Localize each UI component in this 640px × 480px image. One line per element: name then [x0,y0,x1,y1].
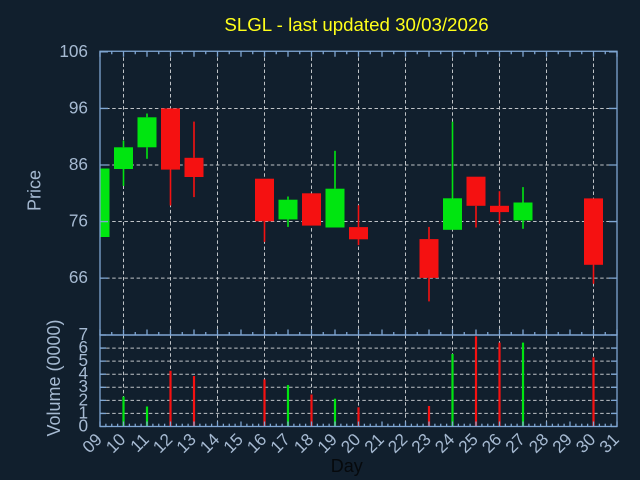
svg-text:5: 5 [78,350,88,370]
svg-text:66: 66 [69,267,88,287]
svg-text:86: 86 [69,154,88,174]
svg-text:2: 2 [78,389,88,409]
svg-text:Volume (0000): Volume (0000) [44,319,64,436]
svg-text:106: 106 [59,41,88,61]
svg-text:1: 1 [78,402,88,422]
svg-text:SLGL - last updated 30/03/2026: SLGL - last updated 30/03/2026 [224,14,488,35]
svg-text:3: 3 [78,376,88,396]
svg-text:Day: Day [331,456,363,476]
svg-text:Price: Price [25,170,45,211]
svg-text:76: 76 [69,211,88,231]
svg-text:0: 0 [78,415,88,435]
svg-text:96: 96 [69,97,88,117]
svg-text:4: 4 [78,363,88,383]
svg-text:6: 6 [78,337,88,357]
svg-text:7: 7 [78,324,88,344]
